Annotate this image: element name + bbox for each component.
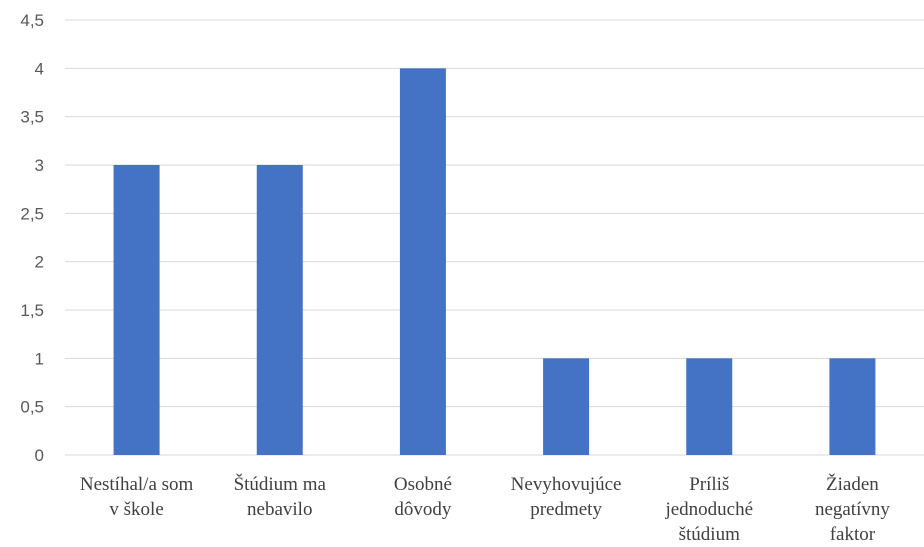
y-tick-label: 3,5 (20, 108, 44, 127)
x-tick-label: Nestíhal/a som (80, 474, 194, 495)
y-tick-label: 1 (35, 349, 44, 368)
y-tick-label: 3 (35, 156, 44, 175)
x-tick-label: Štúdium ma (234, 473, 327, 495)
y-tick-label: 4,5 (20, 11, 44, 30)
x-tick-label: dôvody (394, 499, 452, 520)
y-tick-label: 0 (35, 446, 44, 465)
grid-lines (65, 19, 924, 456)
x-tick-label: negatívny (815, 499, 890, 520)
x-tick-label: nebavilo (247, 499, 312, 520)
y-axis-tick-labels: 0 0,5 1 1,5 2 2,5 3 3,5 4 4,5 (20, 11, 44, 465)
x-tick-label: Príliš (689, 474, 729, 495)
x-tick-label: v škole (109, 499, 163, 520)
bar (113, 165, 160, 455)
y-tick-label: 2 (35, 253, 44, 272)
x-tick-label: štúdium (679, 524, 740, 545)
y-tick-label: 1,5 (20, 301, 44, 320)
x-axis-category-labels: Nestíhal/a som v škole Štúdium ma nebavilo O… (80, 473, 891, 545)
bar (256, 165, 303, 455)
bars (113, 68, 876, 455)
x-tick-label: faktor (830, 524, 876, 545)
x-tick-label: jednoduché (664, 499, 753, 520)
bar (829, 358, 876, 455)
x-tick-label: Žiaden (826, 473, 879, 495)
y-tick-label: 0,5 (20, 398, 44, 417)
bar (686, 358, 733, 455)
x-tick-label: Nevyhovujúce (511, 474, 622, 495)
y-tick-label: 4 (35, 59, 44, 78)
x-tick-label: Osobné (394, 474, 452, 495)
bar (399, 68, 446, 455)
bar (543, 358, 590, 455)
x-tick-label: predmety (530, 499, 602, 520)
y-tick-label: 2,5 (20, 204, 44, 223)
